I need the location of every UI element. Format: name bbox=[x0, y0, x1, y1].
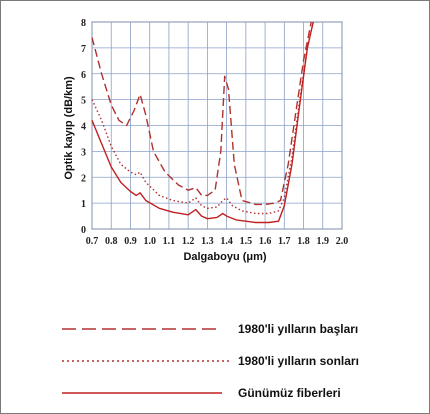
legend-label-early-1980s: 1980'li yılların başları bbox=[238, 322, 358, 336]
y-tick-label: 2 bbox=[81, 173, 86, 184]
x-tick-label: 2.0 bbox=[336, 236, 349, 247]
y-tick-label: 7 bbox=[81, 44, 86, 55]
y-tick-label: 1 bbox=[81, 199, 86, 210]
y-tick-label: 3 bbox=[81, 147, 86, 158]
x-tick-label: 1.8 bbox=[297, 236, 310, 247]
x-tick-label: 1.9 bbox=[317, 236, 330, 247]
series-line-early-1980s bbox=[91, 21, 312, 206]
x-tick-label: 1.7 bbox=[278, 236, 291, 247]
x-tick-label: 0.7 bbox=[86, 236, 99, 247]
series-lines bbox=[91, 21, 314, 224]
x-tick-label: 1.6 bbox=[259, 236, 272, 247]
legend-label-modern-fibers: Günümüz fiberleri bbox=[238, 386, 341, 400]
grid bbox=[91, 21, 343, 230]
y-tick-label: 0 bbox=[81, 225, 86, 236]
y-tick-label: 6 bbox=[81, 70, 86, 81]
legend-label-late-1980s: 1980'li yılların sonları bbox=[238, 354, 359, 368]
tick-labels: 0.7 0.8 0.9 1.0 1.1 1.2 1.3 1.4 1.5 1.6 1.7 1.8 1.9 2… bbox=[81, 18, 348, 247]
x-tick-label: 1.2 bbox=[182, 236, 195, 247]
x-axis-label: Dalgaboyu (μm) bbox=[183, 251, 266, 263]
x-tick-label: 1.1 bbox=[163, 236, 176, 247]
x-tick-label: 0.8 bbox=[105, 236, 118, 247]
x-tick-label: 1.3 bbox=[201, 236, 214, 247]
series-line-modern-fibers bbox=[91, 21, 314, 224]
y-axis-label: Optik kayıp (dB/km) bbox=[63, 76, 75, 180]
x-tick-label: 1.4 bbox=[220, 236, 233, 247]
x-tick-label: 1.0 bbox=[143, 236, 156, 247]
x-tick-label: 0.9 bbox=[124, 236, 137, 247]
series-line-late-1980s bbox=[91, 21, 314, 215]
x-tick-label: 1.5 bbox=[240, 236, 253, 247]
y-tick-label: 5 bbox=[81, 96, 86, 107]
legend: 1980'li yılların başları 1980'li yılları… bbox=[62, 322, 359, 400]
y-tick-label: 4 bbox=[81, 122, 86, 133]
y-tick-label: 8 bbox=[81, 18, 86, 29]
